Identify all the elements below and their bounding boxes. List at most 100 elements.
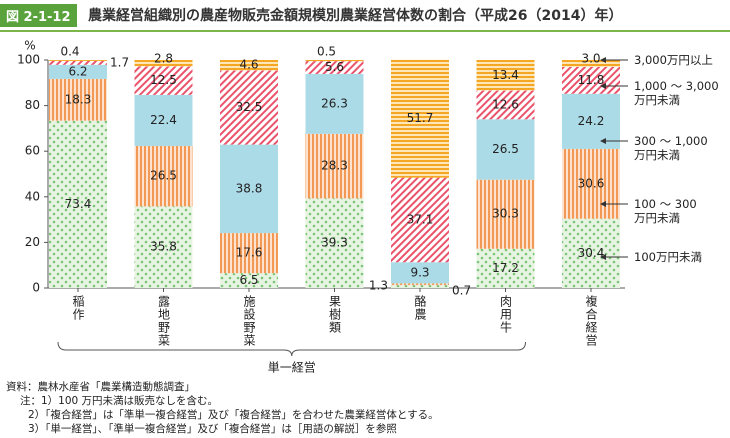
value-label: 6.5 <box>239 273 258 287</box>
value-label: 2.8 <box>154 52 173 66</box>
value-label: 0.7 <box>452 284 471 298</box>
value-label: 30.6 <box>578 176 605 190</box>
note: 注：1）100 万円未満は販売なしを含む。 <box>20 395 219 407</box>
y-tick-label: 100 <box>17 53 40 67</box>
bar-segment <box>305 73 364 134</box>
value-label: 4.6 <box>239 58 258 72</box>
bar-segment <box>49 60 107 61</box>
bar-segment <box>49 78 107 121</box>
x-tick-label: 酪農 <box>413 294 427 321</box>
note: 3）「単一経営」、「準単一複合経営」及び「複合経営」は［用語の解説］を参照 <box>28 423 397 435</box>
x-tick-label: 複合経営 <box>584 294 598 347</box>
value-label: 0.4 <box>60 45 79 59</box>
value-label: 1.3 <box>369 279 388 293</box>
value-label: 9.3 <box>410 265 429 279</box>
x-tick-label: 施設野菜 <box>242 295 256 347</box>
value-label: 32.5 <box>236 100 263 114</box>
y-tick-label: 20 <box>25 235 40 249</box>
value-label: 0.5 <box>317 45 336 59</box>
bar-segment <box>476 248 535 288</box>
notes: 資料：農林水産省「農業構造動態調査」 注：1）100 万円未満は販売なしを含む。… <box>6 380 439 436</box>
bar-segment <box>134 66 193 95</box>
value-label: 3.0 <box>581 52 600 66</box>
bar-segment <box>562 93 620 149</box>
value-label: 17.6 <box>236 246 263 260</box>
bar-segment <box>391 283 449 286</box>
bar-segment <box>476 119 535 180</box>
value-label: 26.5 <box>492 142 519 156</box>
bar-segment <box>220 70 278 145</box>
x-tick-label: 露地野菜 <box>157 295 171 347</box>
legend-arrowhead <box>600 254 606 260</box>
source: 資料：農林水産省「農業構造動態調査」 <box>6 381 195 393</box>
y-tick-label: 0 <box>32 281 40 295</box>
legend-label: 300 ～ 1,000 万円未満 <box>634 134 708 162</box>
value-label: 1.7 <box>110 55 129 69</box>
value-label: 51.7 <box>407 111 434 125</box>
x-tick-label: 肉用牛 <box>499 295 513 334</box>
value-label: 22.4 <box>150 113 177 127</box>
y-tick-label: 80 <box>25 98 40 112</box>
value-label: 73.4 <box>65 197 92 211</box>
bar-segment <box>391 59 449 178</box>
group-label: 単一経営 <box>268 361 316 375</box>
bar-segment <box>305 61 364 74</box>
legend-arrowhead <box>600 57 606 63</box>
bar-segment <box>49 60 107 65</box>
value-label: 11.8 <box>578 73 605 87</box>
bar-segment <box>220 60 278 71</box>
chart-title: 農業経営組織別の農産物販売金額規模別農業経営体数の割合（平成26（2014）年） <box>88 8 623 24</box>
bar-segment <box>562 148 620 219</box>
bar-segment <box>49 120 107 288</box>
bar-segment <box>476 90 535 120</box>
legend-label: 100万円未満 <box>634 250 702 264</box>
value-label: 26.5 <box>150 169 177 183</box>
value-label: 18.3 <box>65 92 92 106</box>
bar-segment <box>134 145 193 207</box>
value-label: 38.8 <box>236 181 263 195</box>
bar-segment <box>134 206 193 288</box>
value-label: 28.3 <box>321 159 348 173</box>
value-label: 17.2 <box>492 261 519 275</box>
value-label: 26.3 <box>321 96 348 110</box>
y-tick-label: 60 <box>25 144 40 158</box>
note: 2）「複合経営」は「準単一複合経営」及び「複合経営」を合わせた農業経営体とする。 <box>28 409 439 421</box>
legend-label: 3,000万円以上 <box>634 53 713 67</box>
bar-segment <box>220 273 278 288</box>
bar-segment <box>305 198 364 288</box>
bar-segment <box>476 60 535 91</box>
legend-label: 1,000 ～ 3,000 万円未満 <box>634 79 719 107</box>
value-label: 24.2 <box>578 114 605 128</box>
group-brace <box>57 341 526 357</box>
value-label: 30.4 <box>578 246 605 260</box>
value-label: 12.5 <box>150 73 177 87</box>
value-label: 39.3 <box>321 236 348 250</box>
bar-segment <box>562 60 620 67</box>
bar-segment <box>134 60 193 67</box>
value-label: 37.1 <box>407 212 434 226</box>
x-tick-label: 稲作 <box>71 295 85 321</box>
bar-segment <box>391 177 449 263</box>
legend-label: 100 ～ 300 万円未満 <box>634 197 697 225</box>
bar-segment <box>476 179 535 249</box>
value-label: 30.3 <box>492 207 519 221</box>
legend-arrowhead <box>600 83 606 89</box>
legend-arrowhead <box>600 138 606 144</box>
legend-arrowhead <box>600 201 606 207</box>
bar-segment <box>305 133 364 199</box>
figure-label: 図 2-1-12 <box>0 4 77 27</box>
y-unit: % <box>24 39 35 53</box>
x-tick-label: 果樹類 <box>328 295 342 334</box>
y-tick-label: 40 <box>25 189 40 203</box>
bar-segment <box>220 144 278 234</box>
value-label: 6.2 <box>68 64 87 78</box>
bar-segment <box>391 285 449 288</box>
bar-segment <box>134 94 193 146</box>
bar-segment <box>220 233 278 274</box>
bar-segment <box>305 60 364 62</box>
value-label: 35.8 <box>150 240 177 254</box>
bar-segment <box>49 64 107 79</box>
header: 図 2-1-12 農業経営組織別の農産物販売金額規模別農業経営体数の割合（平成2… <box>0 0 730 32</box>
